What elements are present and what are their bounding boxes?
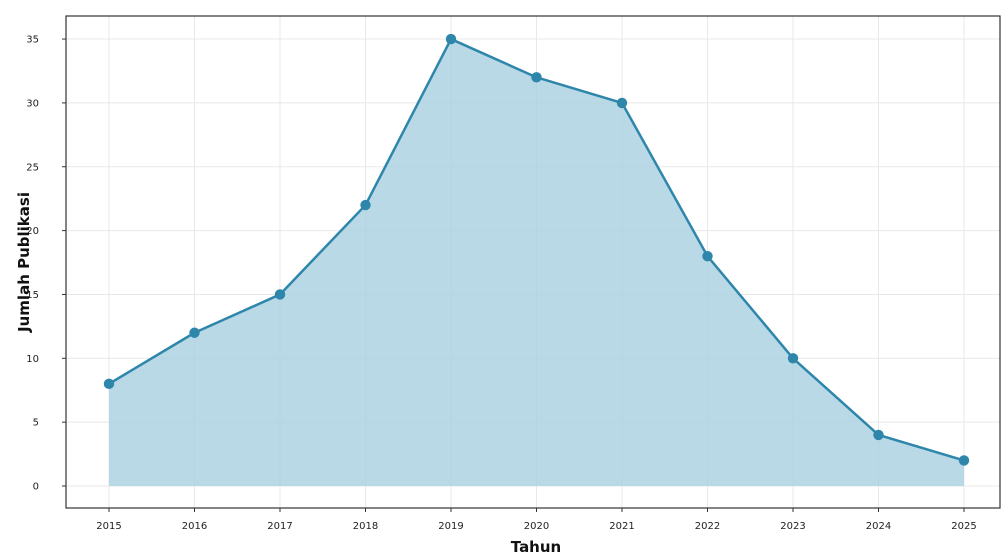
y-tick-label: 0 [33, 482, 39, 493]
data-points [103, 33, 970, 466]
x-tick-label: 2020 [524, 521, 549, 532]
y-axis-title: Jumlah Publikasi [15, 192, 33, 333]
x-tick-label: 2015 [96, 521, 121, 532]
data-point [103, 378, 115, 390]
data-point [445, 33, 457, 45]
x-axis-title: Tahun [511, 538, 561, 555]
y-tick-label: 20 [26, 226, 39, 237]
x-tick-label: 2021 [609, 521, 634, 532]
x-tick-label: 2017 [267, 521, 292, 532]
x-axis-ticks: 2015 2016 2017 2018 2019 2020 2021 2022 2023 2024… [96, 508, 977, 532]
plot-frame [65, 15, 1001, 509]
y-tick-label: 10 [26, 354, 39, 365]
data-point [531, 72, 542, 83]
x-tick-label: 2019 [438, 521, 463, 532]
data-point [274, 289, 286, 300]
data-point [787, 353, 799, 364]
data-point [360, 199, 371, 211]
x-tick-label: 2023 [780, 521, 805, 532]
x-tick-label: 2016 [182, 521, 207, 532]
y-tick-label: 30 [26, 98, 39, 109]
data-point [702, 250, 713, 262]
y-tick-label: 15 [26, 290, 39, 301]
data-point [958, 455, 970, 466]
data-point [873, 429, 884, 441]
x-tick-label: 2025 [951, 521, 976, 532]
x-tick-label: 2022 [695, 521, 720, 532]
y-tick-label: 35 [26, 35, 39, 46]
data-point [189, 327, 200, 338]
x-tick-label: 2018 [353, 521, 378, 532]
area-fill [109, 39, 964, 487]
x-tick-label: 2024 [866, 521, 891, 532]
y-tick-label: 25 [26, 162, 39, 173]
y-axis-ticks: 0 5 10 15 20 25 30 35 [26, 35, 66, 493]
data-point [616, 97, 628, 109]
y-tick-label: 5 [33, 418, 39, 429]
